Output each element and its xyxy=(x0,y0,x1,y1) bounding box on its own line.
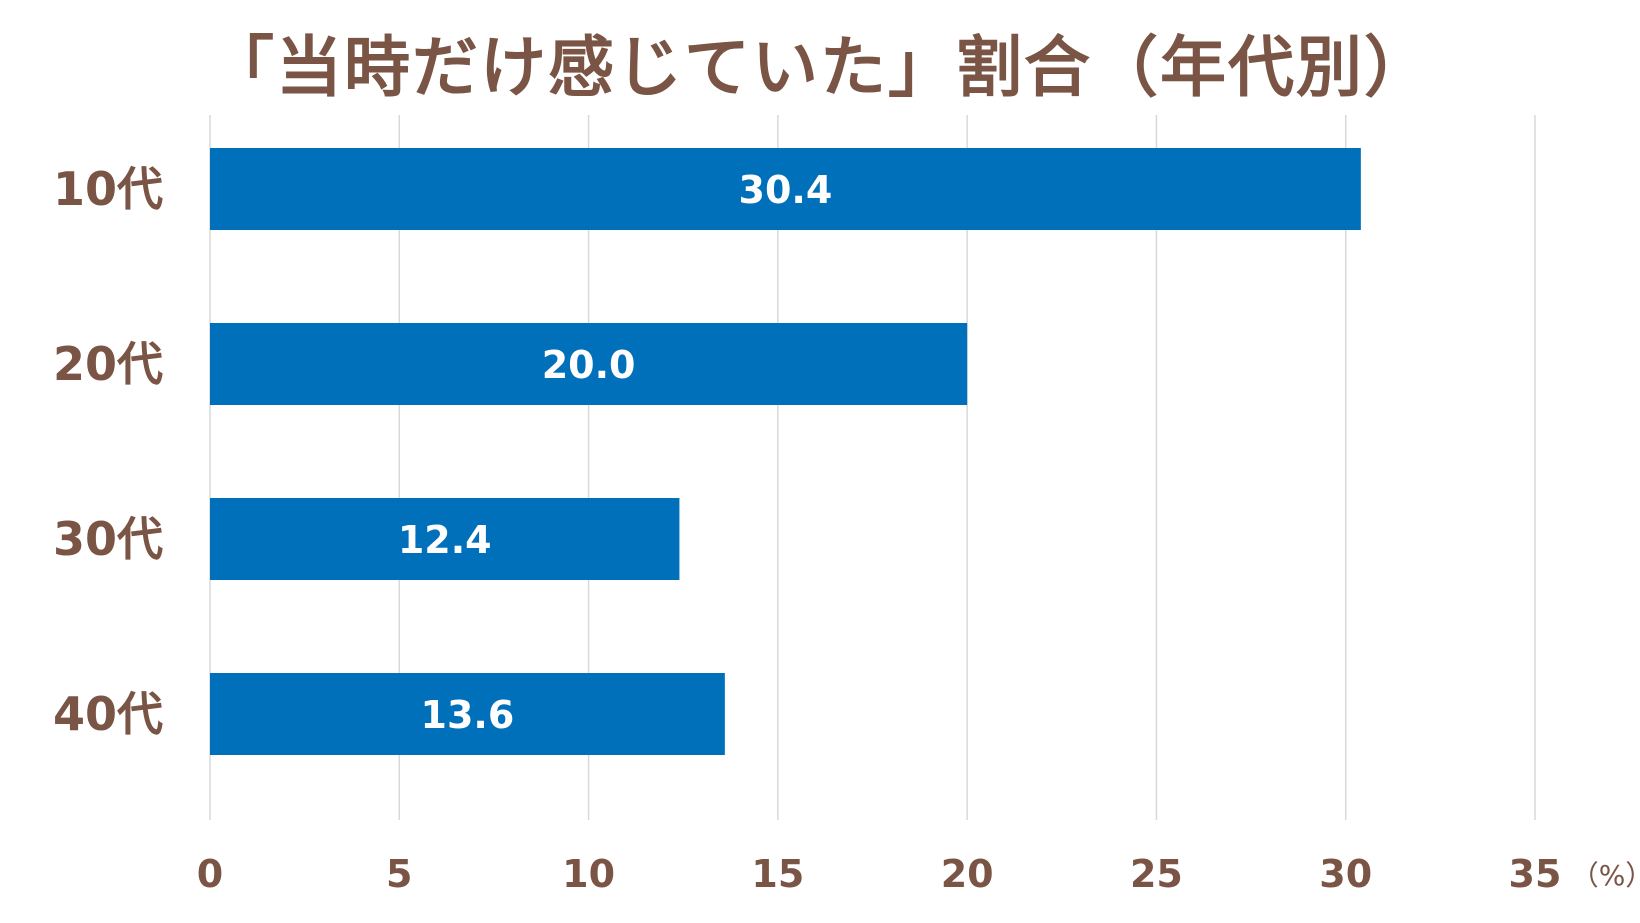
bar-layer xyxy=(210,148,1361,755)
x-tick-label-15: 15 xyxy=(751,852,804,896)
bar-10代 xyxy=(210,148,1361,230)
x-tick-label-25: 25 xyxy=(1130,852,1183,896)
x-tick-label-30: 30 xyxy=(1319,852,1372,896)
label-layer: 0 5 10 15 20 25 30 35 （%） 30.4 10代 20.0 20代 12.4 30代 13… xyxy=(53,162,1640,896)
bar-30代 xyxy=(210,498,680,580)
x-tick-label-10: 10 xyxy=(562,852,615,896)
category-label-10代: 10代 xyxy=(53,162,163,216)
category-label-30代: 30代 xyxy=(53,512,163,566)
x-tick-label-5: 5 xyxy=(386,852,412,896)
data-label-10代: 30.4 xyxy=(739,168,833,212)
x-tick-label-20: 20 xyxy=(941,852,994,896)
category-label-20代: 20代 xyxy=(53,337,163,391)
data-label-20代: 20.0 xyxy=(542,343,636,387)
bar-20代 xyxy=(210,323,968,405)
chart-title: 「当時だけ感じていた」割合（年代別） xyxy=(208,29,1432,106)
data-label-40代: 13.6 xyxy=(421,693,515,737)
x-tick-label-35: 35 xyxy=(1509,852,1562,896)
category-label-40代: 40代 xyxy=(53,687,163,741)
x-unit-label: （%） xyxy=(1571,859,1640,892)
x-tick-label-0: 0 xyxy=(197,852,223,896)
bar-40代 xyxy=(210,673,725,755)
grid-layer xyxy=(209,115,1536,820)
data-label-30代: 12.4 xyxy=(398,518,492,562)
